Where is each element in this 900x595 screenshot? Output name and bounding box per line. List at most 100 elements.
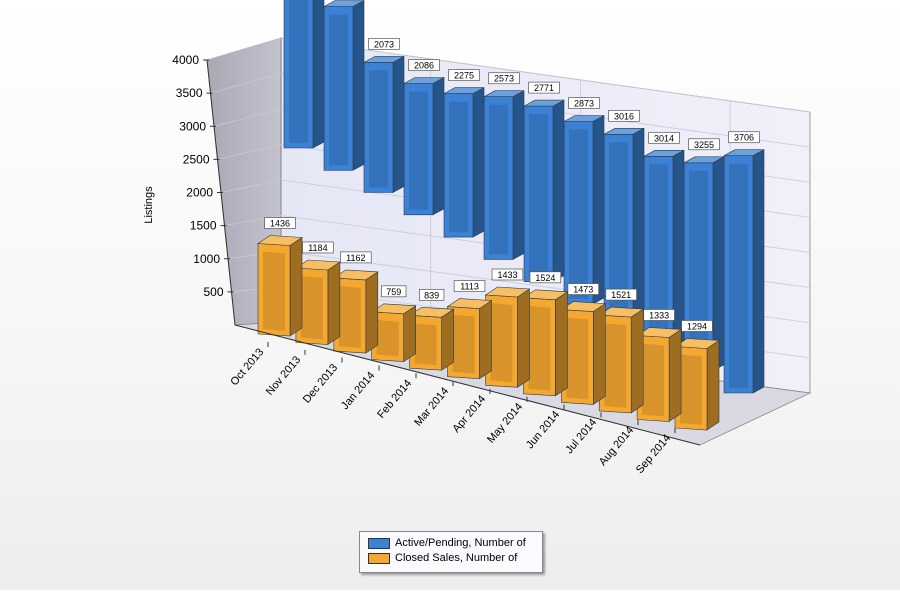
bar-active-pending-0: 2785 — [283, 0, 325, 149]
data-label: 1524 — [535, 273, 555, 283]
data-label: 3706 — [734, 133, 754, 143]
x-tick-label: Feb 2014 — [375, 377, 414, 420]
bar-top-face — [484, 286, 531, 298]
bar-bevel — [329, 14, 348, 166]
bar-bevel — [729, 163, 748, 388]
data-label-box — [529, 271, 562, 284]
y-tick-label: 1000 — [193, 252, 220, 266]
gridline-back — [280, 37, 811, 113]
bar-side-face — [517, 288, 530, 388]
y-tick-label: 2000 — [186, 186, 213, 200]
bar-closed-sales-0: 1436 — [257, 217, 303, 337]
data-label: 2073 — [374, 39, 394, 49]
y-tick-label: 3000 — [179, 119, 206, 133]
bar-bevel — [649, 164, 668, 344]
bar-side-face — [668, 328, 682, 423]
y-tick-label: 1500 — [190, 219, 217, 233]
bar-bevel — [409, 91, 428, 210]
gridline-side — [210, 73, 282, 94]
data-label-box — [608, 109, 640, 122]
bar-closed-sales-8: 1473 — [560, 283, 607, 405]
bar-side-face — [630, 308, 644, 414]
y-tick-label: 4000 — [172, 53, 199, 67]
bar-active-pending-7: 2873 — [563, 97, 605, 305]
bar-active-pending-8: 3016 — [603, 109, 645, 327]
bar-side-face — [712, 156, 725, 372]
bar-closed-sales-1: 1184 — [294, 241, 341, 346]
bar-bevel — [263, 251, 285, 331]
bar-top-face — [674, 338, 720, 349]
data-label-box — [528, 81, 560, 94]
bar-side-face — [392, 55, 405, 194]
bar-top-face — [683, 156, 725, 164]
y-tick-label: 2500 — [183, 152, 210, 166]
bar-closed-sales-9: 1521 — [598, 288, 645, 414]
y-axis-label: Listings — [143, 186, 155, 224]
gridline-side — [206, 37, 282, 61]
gridline-side — [213, 108, 282, 127]
bar-closed-sales-11: 1294 — [674, 320, 720, 431]
bar-active-pending-4: 2275 — [443, 69, 485, 238]
bar-bevel — [369, 70, 388, 188]
bar-bevel — [449, 101, 468, 233]
data-label-box — [381, 285, 407, 298]
bar-side-face — [479, 300, 492, 380]
data-label-box — [448, 69, 480, 81]
bar-side-face — [432, 76, 445, 216]
data-label-box — [688, 138, 720, 151]
y-tick-label: 3500 — [176, 86, 203, 100]
data-label: 839 — [424, 290, 439, 300]
legend: Active/Pending, Number of Closed Sales, … — [359, 531, 543, 573]
bar-active-pending-6: 2771 — [523, 81, 565, 283]
data-label-box — [368, 38, 400, 50]
bar-closed-sales-5: 1113 — [446, 280, 493, 380]
data-label-box — [568, 97, 600, 109]
bar-side-face — [403, 305, 417, 363]
bar-top-face — [370, 303, 417, 315]
bar-active-pending-2: 2073 — [363, 38, 405, 194]
data-label: 1521 — [611, 290, 631, 300]
bar-top-face — [598, 306, 645, 318]
bar-top-face — [643, 150, 685, 157]
bar-bevel — [604, 323, 627, 408]
bar-top-face — [723, 149, 765, 156]
bar-top-face — [408, 306, 455, 318]
data-label: 2573 — [494, 74, 514, 84]
data-label-box — [605, 288, 637, 301]
legend-label-closed-sales: Closed Sales, Number of — [395, 552, 518, 564]
bar-active-pending-11: 3706 — [723, 131, 765, 394]
bar-top-face — [257, 235, 303, 246]
data-label: 2086 — [414, 61, 434, 71]
data-label-box — [648, 131, 680, 144]
bar-top-face — [332, 269, 379, 281]
bar-active-pending-5: 2573 — [483, 72, 525, 260]
data-label: 1473 — [573, 285, 593, 295]
data-label: 1184 — [308, 243, 327, 253]
bar-bevel — [376, 319, 399, 357]
bar-side-face — [365, 271, 379, 354]
data-label-box — [408, 59, 440, 71]
bar-top-face — [563, 115, 605, 122]
data-label-box — [643, 309, 675, 321]
bar-top-face — [403, 77, 445, 84]
bar-bevel — [528, 305, 551, 391]
bar-closed-sales-3: 759 — [370, 285, 417, 363]
bar-closed-sales-4: 839 — [408, 288, 455, 371]
data-label: 1294 — [687, 321, 707, 331]
bar-bevel — [569, 129, 588, 299]
bar-bevel — [642, 343, 665, 417]
data-label: 3014 — [654, 133, 674, 143]
data-label: 2771 — [534, 83, 554, 93]
gridline-side — [220, 179, 282, 193]
bar-bevel — [414, 323, 437, 366]
x-tick-label: Oct 2013 — [228, 346, 266, 388]
bar-side-face — [289, 236, 303, 337]
bar-side-face — [752, 149, 765, 394]
legend-swatch-closed-sales — [368, 552, 390, 564]
bar-top-face — [636, 327, 683, 338]
bar-top-face — [363, 56, 405, 63]
x-tick-label: Nov 2013 — [264, 354, 303, 398]
bar-side-face — [706, 339, 720, 431]
